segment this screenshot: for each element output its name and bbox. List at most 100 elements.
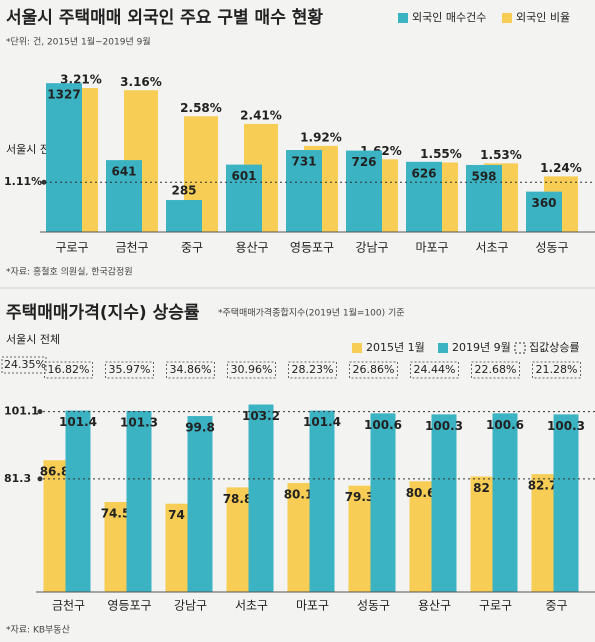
x-tick-label: 성동구: [357, 599, 390, 613]
reference-dot: [41, 179, 47, 185]
bar: [553, 414, 579, 592]
value-label: 1.53%: [480, 148, 522, 162]
value-label: 100.6: [486, 418, 524, 432]
x-tick-label: 금천구: [115, 240, 148, 255]
value-label: 78.8: [223, 492, 253, 506]
value-label: 731: [291, 155, 316, 169]
value-label: 3.16%: [120, 75, 162, 89]
count-bar: [286, 150, 322, 232]
rate-label: 24.35%: [4, 358, 46, 371]
value-label: 100.3: [425, 419, 463, 433]
rate-box: [1, 356, 47, 374]
value-label: 74: [168, 508, 185, 522]
rate-label: 24.44%: [414, 363, 456, 376]
value-label: 82.7: [528, 479, 558, 493]
value-label: 2.41%: [240, 108, 282, 122]
reference-value: 101.1: [4, 405, 39, 418]
value-label: 1.24%: [540, 161, 582, 175]
bar: [104, 501, 127, 592]
bar: [348, 485, 371, 592]
x-tick-label: 중구: [181, 241, 203, 255]
x-tick-label: 용산구: [418, 599, 451, 613]
legend-swatch: [398, 13, 408, 23]
count-bar: [106, 160, 142, 232]
reference-dot: [37, 476, 43, 482]
bar: [470, 476, 493, 592]
legend-label: 2019년 9월: [452, 341, 511, 354]
legend-label: 2015년 1월: [366, 341, 425, 354]
value-label: 726: [351, 155, 376, 169]
x-tick-label: 강남구: [355, 241, 388, 255]
value-label: 641: [111, 165, 136, 179]
x-tick-label: 영등포구: [107, 599, 151, 613]
value-label: 86.8: [40, 465, 70, 479]
count-bar: [166, 200, 202, 232]
value-label: 101.4: [59, 415, 97, 429]
reference-value: 81.3: [4, 472, 31, 485]
source: *자료: 홍철호 의원실, 한국감정원: [6, 266, 133, 278]
rate-label: 21.28%: [536, 363, 578, 376]
bar: [309, 410, 335, 592]
value-label: 2.58%: [180, 101, 222, 115]
legend-label: 외국인 매수건수: [412, 11, 486, 24]
value-label: 1327: [47, 88, 80, 102]
rate-label: 22.68%: [475, 363, 517, 376]
x-tick-label: 구로구: [55, 241, 88, 255]
rate-label: 26.86%: [353, 363, 395, 376]
rate-label: 30.96%: [231, 363, 273, 376]
x-tick-label: 금천구: [52, 598, 85, 613]
value-label: 598: [471, 169, 496, 183]
bar: [370, 413, 396, 592]
value-label: 80.6: [406, 486, 436, 500]
rate-box: [349, 361, 398, 379]
value-label: 103.2: [242, 409, 280, 423]
value-label: 74.5: [101, 506, 131, 520]
rate-box: [227, 361, 276, 379]
legend-swatch: [514, 342, 526, 354]
bar: [43, 460, 66, 592]
bar: [165, 503, 188, 592]
value-label: 101.3: [120, 415, 158, 429]
bar: [531, 474, 554, 592]
bar: [187, 416, 213, 592]
bar: [226, 487, 249, 592]
count-bar: [466, 164, 502, 232]
rate-box: [288, 361, 337, 379]
reference-value: 1.11%: [4, 175, 42, 188]
value-label: 360: [531, 196, 556, 210]
count-bar: [46, 83, 82, 232]
rate-label: 35.97%: [109, 363, 151, 376]
rate-box: [105, 361, 154, 379]
bar: [431, 414, 457, 592]
legend-swatch: [438, 343, 448, 353]
rate-box: [532, 361, 581, 379]
x-tick-label: 서초구: [475, 241, 508, 255]
chart-title: 주택매매가격(지수) 상승률: [6, 303, 200, 323]
bar: [492, 413, 518, 592]
x-tick-label: 강남구: [174, 599, 207, 613]
rate-box: [471, 361, 520, 379]
source: *자료: KB부동산: [6, 625, 70, 636]
chart-subtitle: *단위: 건, 2015년 1월~2019년 9월: [6, 36, 151, 48]
legend-swatch: [352, 343, 362, 353]
count-bar: [406, 161, 442, 232]
x-tick-label: 구로구: [479, 599, 512, 613]
value-label: 99.8: [185, 421, 215, 435]
count-bar: [226, 164, 262, 232]
chart-subtitle: *주택매매가격종합지수(2019년 1월=100) 기준: [218, 307, 405, 319]
bar: [65, 410, 91, 592]
value-label: 626: [411, 166, 436, 180]
value-label: 82: [473, 481, 490, 495]
rate-label: 34.86%: [170, 363, 212, 376]
value-label: 80.1: [284, 487, 314, 501]
bar: [409, 481, 432, 592]
x-tick-label: 성동구: [535, 241, 568, 255]
value-label: 101.4: [303, 415, 341, 429]
x-tick-label: 서초구: [235, 599, 268, 613]
x-tick-label: 용산구: [235, 241, 268, 255]
rate-box: [410, 361, 459, 379]
count-bar: [346, 150, 382, 232]
legend-swatch: [502, 13, 512, 23]
x-tick-label: 마포구: [415, 241, 448, 255]
